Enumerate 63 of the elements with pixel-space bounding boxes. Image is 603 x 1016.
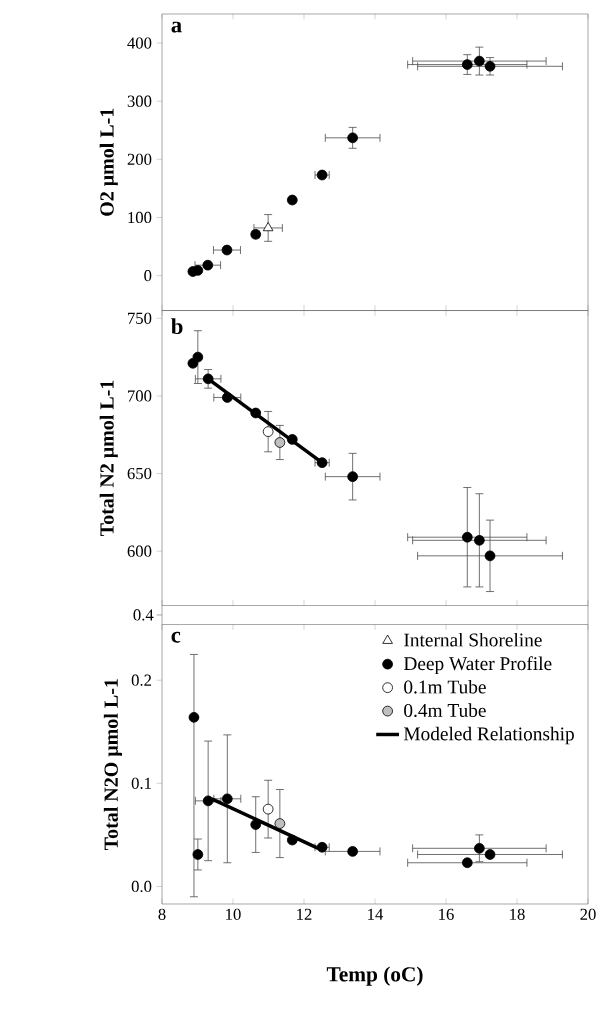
y-tick-label: 0.1: [131, 777, 151, 789]
legend-label: 0.1m Tube: [404, 679, 486, 694]
x-tick-label: 16: [439, 908, 454, 920]
y-tick-label: 200: [127, 153, 152, 165]
point: [221, 244, 233, 256]
legend-label: Deep Water Profile: [403, 656, 552, 675]
legend-label: Internal Shoreline: [404, 632, 542, 647]
point: [192, 849, 204, 860]
point: [221, 392, 233, 403]
legend-label: 0.4m Tube: [404, 703, 486, 718]
x-tick-label: 10: [226, 908, 241, 920]
y-axis-title: O2 μmol L-1: [99, 108, 118, 216]
point: [221, 793, 233, 805]
point: [461, 857, 473, 869]
y-tick-label: 100: [128, 211, 152, 224]
point: [461, 59, 473, 70]
point: [474, 842, 485, 854]
y-tick-label: 0.0: [131, 880, 152, 893]
point: [192, 351, 204, 363]
point: [202, 259, 214, 271]
x-tick-label: 14: [368, 908, 384, 920]
point: [484, 550, 496, 562]
y-tick-label: 0: [144, 270, 152, 282]
point: [262, 803, 274, 815]
text: 0.4: [133, 609, 154, 621]
y-tick-label: 650: [127, 467, 152, 480]
point: [274, 437, 286, 448]
point: [286, 194, 298, 206]
point: [262, 221, 274, 232]
y-tick-label: 750: [128, 312, 152, 324]
point: [484, 849, 496, 860]
y-tick-label: 600: [127, 545, 152, 557]
y-tick-label: 400: [127, 37, 152, 49]
point: [347, 846, 358, 857]
x-axis-title: Temp (oC): [326, 966, 423, 986]
point: [474, 55, 485, 67]
y-tick-label: 700: [128, 390, 152, 402]
point: [188, 712, 200, 723]
annotation: a: [171, 21, 182, 33]
point: [262, 426, 274, 437]
y-axis-title: Total N2 μmol L-1: [99, 380, 118, 537]
point: [474, 534, 485, 546]
x-tick-label: 18: [510, 908, 525, 920]
y-tick-label: 300: [127, 95, 152, 107]
y-tick-label: 0.2: [131, 674, 152, 686]
point: [286, 834, 298, 846]
point: [250, 819, 262, 830]
x-tick-label: 20: [580, 908, 596, 920]
point: [202, 373, 214, 385]
point: [274, 818, 286, 829]
point: [347, 471, 358, 482]
point: [202, 795, 214, 807]
x-tick-label: 8: [158, 908, 166, 920]
point: [484, 60, 496, 72]
point: [250, 407, 262, 419]
y-axis-title: Total N2O μmol L-1: [103, 679, 122, 851]
legend-label: Modeled Relationship: [403, 726, 574, 745]
annotation: b: [171, 318, 183, 335]
point: [286, 434, 298, 445]
point: [461, 531, 473, 543]
x-tick-label: 12: [297, 908, 312, 920]
annotation: c: [171, 631, 181, 643]
point: [347, 132, 358, 144]
